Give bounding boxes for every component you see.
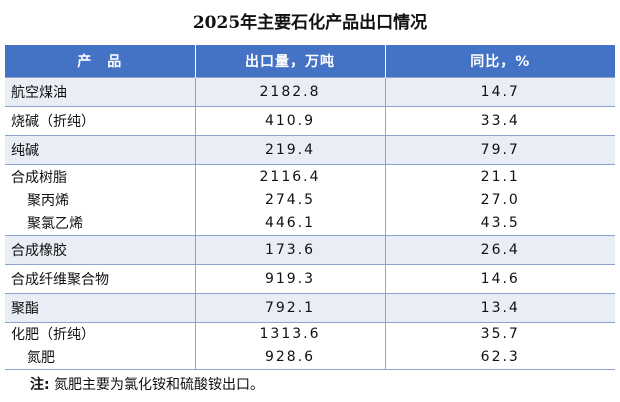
value-cell: 2182.8 xyxy=(195,77,386,107)
value-cell: 62.3 xyxy=(480,349,520,365)
value-cell: 14.6 xyxy=(385,263,615,293)
table-row: 聚酯 792.1 13.4 xyxy=(5,292,615,322)
header-cell: 产 品 xyxy=(5,45,196,78)
value-cell: 35.7 xyxy=(385,321,615,346)
value-cell: 43.5 xyxy=(480,215,520,231)
product-cell: 合成树脂 xyxy=(5,164,196,188)
value-cell: 410.9 xyxy=(195,106,386,136)
header-cell: 同比，% xyxy=(385,45,615,78)
value-cell: 219.4 xyxy=(195,135,386,165)
table-row: 聚氯乙烯 446.1 43.5 xyxy=(5,211,615,235)
value-cell: 21.1 xyxy=(385,164,615,188)
title: 2025年主要石化产品出口情况 xyxy=(192,13,428,33)
product-cell: 聚酯 xyxy=(5,292,196,322)
header-cell: 出口量，万吨 xyxy=(195,45,386,78)
product-cell: 纯碱 xyxy=(5,135,196,165)
product-cell: 氮肥 xyxy=(5,345,196,369)
product-cell: 化肥（折纯） xyxy=(5,321,196,346)
value-cell: 274.5 xyxy=(195,188,386,212)
value-cell: 79.7 xyxy=(385,135,615,165)
note-label: 注: xyxy=(30,377,50,393)
table: 产 品 出口量，万吨 同比，% 航空煤油 2182.8 14.7 烧碱（折纯） 410.… xyxy=(5,45,615,370)
value-cell: 919.3 xyxy=(195,263,386,293)
value-cell: 446.1 xyxy=(195,211,386,235)
value-cell: 928.6 xyxy=(195,345,386,369)
table-row: 纯碱 219.4 79.7 xyxy=(5,135,615,165)
product-cell: 聚丙烯 xyxy=(5,188,196,212)
value-cell: 13.4 xyxy=(385,292,615,322)
product-cell: 航空煤油 xyxy=(5,77,196,107)
product-cell: 合成纤维聚合物 xyxy=(5,263,196,293)
value-cell: 792.1 xyxy=(195,292,386,322)
value-cell: 33.4 xyxy=(385,106,615,136)
value-cell: 2116.4 xyxy=(195,164,386,188)
note-text: 氮肥主要为氯化铵和硫酸铵出口。 xyxy=(54,377,265,393)
table-row: 化肥（折纯） 1313.6 35.7 xyxy=(5,321,615,346)
value-cell: 26.4 xyxy=(385,234,615,264)
header-row: 产 品 出口量，万吨 同比，% xyxy=(5,45,615,78)
product-cell: 聚氯乙烯 xyxy=(5,211,196,235)
table-row: 烧碱（折纯） 410.9 33.4 xyxy=(5,106,615,136)
table-row: 氮肥 928.6 62.3 xyxy=(5,345,615,369)
table-row: 聚丙烯 274.5 27.0 xyxy=(5,188,615,212)
value-cell: 173.6 xyxy=(195,234,386,264)
value-cell: 27.0 xyxy=(480,191,520,208)
value-cell: 1313.6 xyxy=(195,321,386,346)
table-row: 航空煤油 2182.8 14.7 xyxy=(5,77,615,107)
table-row: 合成纤维聚合物 919.3 14.6 xyxy=(5,263,615,293)
note: 注: 氮肥主要为氯化铵和硫酸铵出口。 xyxy=(30,374,264,394)
table-row: 合成树脂 2116.4 21.1 xyxy=(5,164,615,188)
table-body: 航空煤油 2182.8 14.7 烧碱（折纯） 410.9 33.4 纯碱 219.4 79.7… xyxy=(5,77,615,369)
product-cell: 合成橡胶 xyxy=(5,234,196,264)
table-row: 合成橡胶 173.6 26.4 xyxy=(5,234,615,264)
product-cell: 烧碱（折纯） xyxy=(5,106,196,136)
value-cell: 14.7 xyxy=(385,77,615,107)
